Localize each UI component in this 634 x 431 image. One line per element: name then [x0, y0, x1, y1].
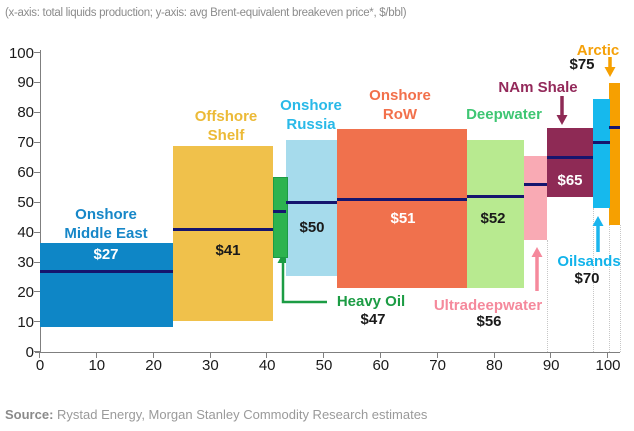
y-tick-0	[34, 351, 40, 353]
price-label-onshore-russia: $50	[299, 219, 325, 236]
avg-line-oilsands	[593, 141, 610, 145]
price-label-onshore-middle-east: $27	[93, 246, 119, 263]
y-tick-label-90: 90	[17, 74, 34, 92]
avg-line-nam-shale	[547, 156, 593, 160]
x-tick-label-40: 40	[258, 357, 276, 374]
avg-line-deepwater	[467, 195, 524, 199]
x-tick-label-30: 30	[202, 357, 219, 374]
y-tick-label-100: 100	[8, 44, 34, 62]
bar-onshore-row	[337, 129, 468, 288]
x-tick-label-10: 10	[88, 357, 106, 374]
category-label-offshore-shelf: Offshore Shelf	[194, 108, 258, 144]
x-tick-label-100: 100	[595, 357, 621, 374]
x-tick-label-50: 50	[315, 357, 333, 374]
bar-ultradeepwater	[523, 156, 548, 240]
y-tick-10	[34, 321, 40, 323]
category-label-nam-shale: NAm Shale	[498, 79, 578, 96]
avg-line-onshore-row	[337, 198, 468, 201]
x-tick-label-20: 20	[145, 357, 162, 374]
bar-onshore-russia	[285, 139, 338, 276]
guide-line-2	[609, 224, 611, 352]
price-label-onshore-row: $51	[390, 210, 416, 227]
y-tick-40	[34, 231, 40, 233]
price-label-oilsands: $70	[574, 270, 600, 287]
x-tick-label-70: 70	[429, 357, 446, 374]
y-tick-50	[34, 201, 40, 203]
guide-line-0	[547, 239, 549, 352]
price-label-offshore-shelf: $41	[215, 242, 241, 259]
bar-heavy-oil	[272, 177, 288, 259]
x-tick-30	[209, 352, 211, 358]
x-tick-10	[96, 352, 98, 358]
price-label-deepwater: $52	[480, 210, 506, 227]
x-tick-50	[323, 352, 325, 358]
y-tick-label-80: 80	[17, 104, 34, 122]
y-tick-100	[34, 52, 40, 54]
y-tick-label-0: 0	[25, 343, 34, 361]
y-tick-label-30: 30	[17, 253, 34, 271]
y-tick-30	[34, 261, 40, 263]
bar-offshore-shelf	[172, 145, 273, 321]
category-label-onshore-middle-east: Onshore Middle East	[64, 206, 148, 242]
y-tick-label-10: 10	[17, 313, 34, 331]
x-tick-label-60: 60	[372, 357, 390, 374]
bar-deepwater	[467, 139, 524, 288]
x-tick-80	[493, 352, 495, 358]
x-tick-60	[380, 352, 382, 358]
y-tick-label-60: 60	[17, 164, 34, 182]
avg-line-ultradeepwater	[523, 183, 548, 187]
y-tick-label-70: 70	[17, 134, 34, 152]
y-tick-label-40: 40	[17, 223, 34, 241]
x-tick-label-0: 0	[35, 357, 45, 374]
category-label-heavy-oil: Heavy Oil	[336, 293, 406, 310]
avg-line-heavy-oil	[272, 209, 286, 213]
category-label-deepwater: Deepwater	[466, 106, 542, 123]
bar-arctic	[609, 82, 621, 225]
category-label-onshore-row: Onshore RoW	[369, 87, 431, 123]
y-tick-label-20: 20	[17, 283, 34, 301]
category-label-ultradeepwater: Ultradeepwater	[433, 297, 543, 314]
avg-line-offshore-shelf	[172, 227, 273, 231]
category-label-oilsands: Oilsands	[557, 253, 621, 270]
bar-onshore-middle-east	[40, 242, 173, 327]
x-axis-line	[35, 352, 620, 353]
y-tick-90	[34, 82, 40, 84]
y-tick-70	[34, 141, 40, 143]
source-line: Source: Rystad Energy, Morgan Stanley Co…	[5, 407, 427, 422]
avg-line-arctic	[609, 126, 621, 130]
guide-line-3	[620, 224, 622, 352]
avg-line-onshore-middle-east	[40, 269, 173, 273]
x-tick-label-80: 80	[486, 357, 503, 374]
x-tick-100	[607, 352, 609, 358]
x-tick-40	[266, 352, 268, 358]
y-tick-80	[34, 112, 40, 114]
price-label-heavy-oil: $47	[360, 311, 386, 328]
price-label-ultradeepwater: $56	[476, 313, 502, 330]
guide-line-1	[592, 208, 594, 352]
bar-oilsands	[593, 99, 610, 209]
source-text: Rystad Energy, Morgan Stanley Commodity …	[53, 407, 428, 422]
category-label-arctic: Arctic	[576, 42, 620, 59]
x-tick-70	[436, 352, 438, 358]
y-tick-label-50: 50	[17, 194, 34, 211]
chart-title: (x-axis: total liquids production; y-axi…	[5, 7, 407, 19]
y-tick-60	[34, 171, 40, 173]
bar-nam-shale	[547, 127, 593, 197]
avg-line-onshore-russia	[285, 201, 338, 204]
category-label-onshore-russia: Onshore Russia	[280, 97, 342, 133]
x-tick-90	[550, 352, 552, 358]
x-tick-label-90: 90	[542, 357, 560, 374]
price-label-nam-shale: $65	[557, 172, 583, 189]
price-label-arctic: $75	[569, 56, 595, 73]
x-tick-0	[39, 352, 41, 358]
y-axis-line	[40, 50, 41, 353]
y-tick-20	[34, 291, 40, 293]
x-tick-20	[152, 352, 154, 358]
source-label: Source:	[5, 407, 54, 422]
